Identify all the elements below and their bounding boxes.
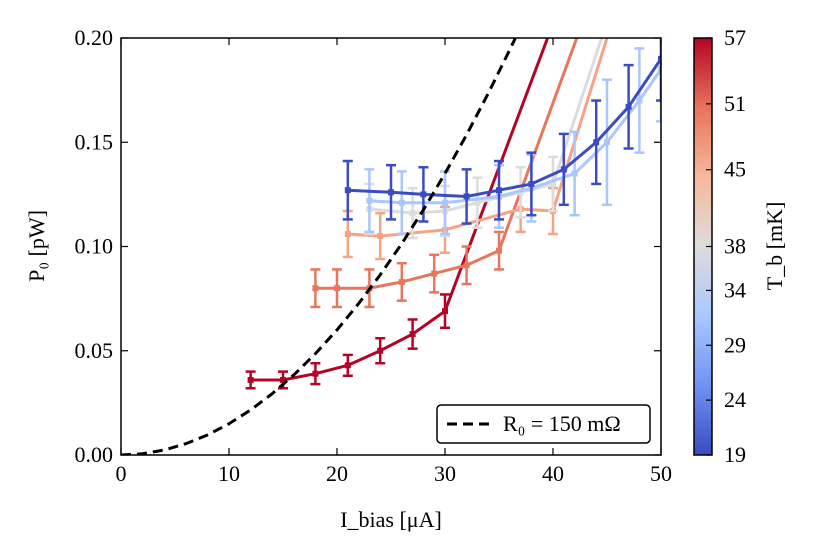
marker bbox=[560, 166, 567, 173]
marker bbox=[528, 180, 535, 187]
marker bbox=[550, 180, 556, 187]
marker bbox=[496, 247, 502, 254]
marker bbox=[280, 376, 286, 383]
plot-area bbox=[121, 38, 661, 455]
colorbar-label: T_b [mK] bbox=[762, 202, 787, 291]
series-line bbox=[347, 58, 661, 198]
series-line bbox=[315, 38, 579, 290]
marker bbox=[344, 187, 351, 194]
marker bbox=[496, 187, 502, 194]
x-tick-label: 30 bbox=[434, 461, 456, 486]
y-tick-label: 0.00 bbox=[75, 442, 114, 467]
marker bbox=[658, 66, 661, 73]
colorbar-tick-label: 38 bbox=[724, 234, 746, 259]
marker bbox=[312, 285, 319, 292]
series-line bbox=[250, 38, 550, 382]
marker bbox=[658, 55, 661, 62]
y-tick-label: 0.10 bbox=[75, 234, 114, 259]
x-tick-label: 20 bbox=[326, 461, 348, 486]
y-tick-label: 0.15 bbox=[75, 129, 114, 154]
series-line bbox=[369, 68, 661, 205]
marker bbox=[463, 262, 470, 269]
legend-box bbox=[436, 404, 651, 444]
marker bbox=[344, 362, 351, 369]
marker bbox=[377, 347, 384, 354]
error-bar bbox=[656, 38, 661, 102]
marker bbox=[431, 270, 438, 277]
x-tick-label: 0 bbox=[116, 461, 127, 486]
y-tick-label: 0.05 bbox=[75, 338, 114, 363]
marker bbox=[366, 197, 373, 204]
marker bbox=[571, 170, 578, 177]
colorbar-tick-label: 51 bbox=[724, 91, 746, 116]
marker bbox=[474, 199, 481, 206]
legend-label: R₀ = 150 mΩ bbox=[503, 411, 621, 436]
x-tick-label: 50 bbox=[650, 461, 672, 486]
marker bbox=[442, 199, 448, 206]
marker bbox=[377, 233, 384, 240]
x-tick-label: 10 bbox=[218, 461, 240, 486]
marker bbox=[344, 230, 351, 237]
marker bbox=[334, 285, 340, 292]
marker bbox=[398, 199, 405, 206]
marker bbox=[442, 308, 448, 315]
marker bbox=[398, 278, 405, 285]
colorbar-tick-label: 19 bbox=[724, 442, 746, 467]
x-tick-label: 40 bbox=[542, 461, 564, 486]
series-line bbox=[121, 38, 517, 455]
marker bbox=[604, 139, 610, 146]
y-tick-label: 0.20 bbox=[75, 25, 114, 50]
marker bbox=[593, 139, 600, 146]
colorbar-tick-label: 57 bbox=[724, 25, 746, 50]
x-axis-label: I_bias [μA] bbox=[340, 507, 442, 532]
colorbar-tick-label: 34 bbox=[724, 277, 746, 302]
marker bbox=[312, 370, 319, 377]
series-line bbox=[347, 38, 609, 238]
marker bbox=[463, 193, 470, 200]
marker bbox=[247, 376, 254, 383]
marker bbox=[636, 97, 643, 104]
error-bar bbox=[656, 38, 661, 123]
marker bbox=[409, 210, 416, 217]
y-axis-label: P₀ [pW] bbox=[24, 210, 49, 282]
marker bbox=[388, 189, 394, 196]
marker bbox=[409, 331, 416, 338]
marker bbox=[420, 191, 427, 198]
colorbar-tick-label: 45 bbox=[724, 157, 746, 182]
colorbar-tick-label: 24 bbox=[724, 387, 746, 412]
marker bbox=[625, 103, 632, 110]
colorbar-tick-label: 29 bbox=[724, 332, 746, 357]
